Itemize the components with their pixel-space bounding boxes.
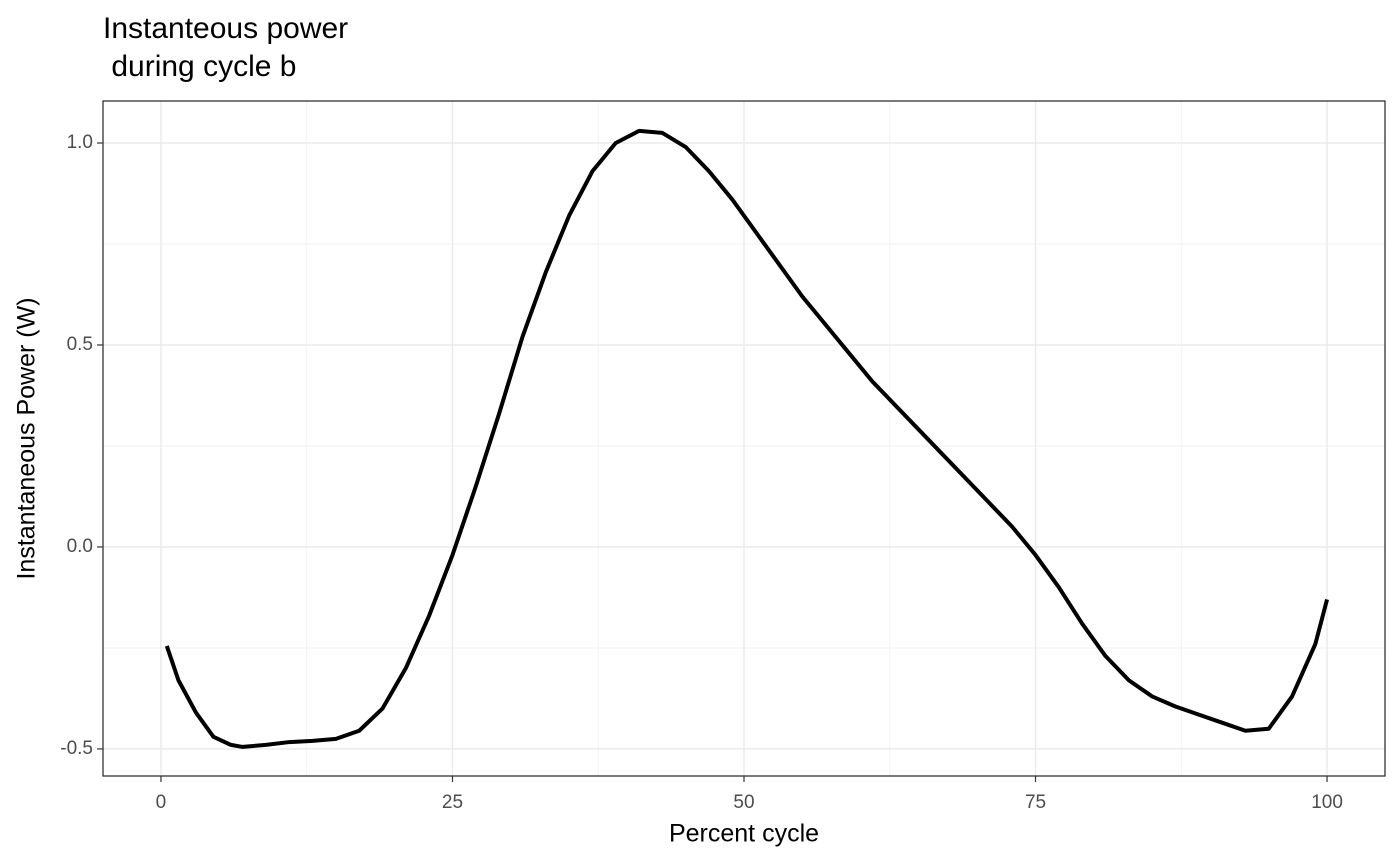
y-tick-label: 0.0 [67, 536, 93, 557]
x-tick-label: 0 [156, 792, 167, 813]
panel-border [102, 100, 1386, 777]
x-tick-label: 75 [1025, 792, 1046, 813]
x-axis-label: Percent cycle [669, 820, 819, 848]
data-line [164, 128, 1329, 749]
x-tick-label: 100 [1311, 792, 1343, 813]
x-tick-label: 50 [733, 792, 754, 813]
y-tick-label: 0.5 [67, 334, 93, 355]
chart-title: Instanteous power during cycle b [103, 12, 349, 83]
y-tick-label: -0.5 [60, 738, 93, 759]
x-tick-label: 25 [442, 792, 463, 813]
y-axis-label: Instantaneous Power (W) [13, 297, 41, 579]
y-tick-label: 1.0 [67, 132, 93, 153]
